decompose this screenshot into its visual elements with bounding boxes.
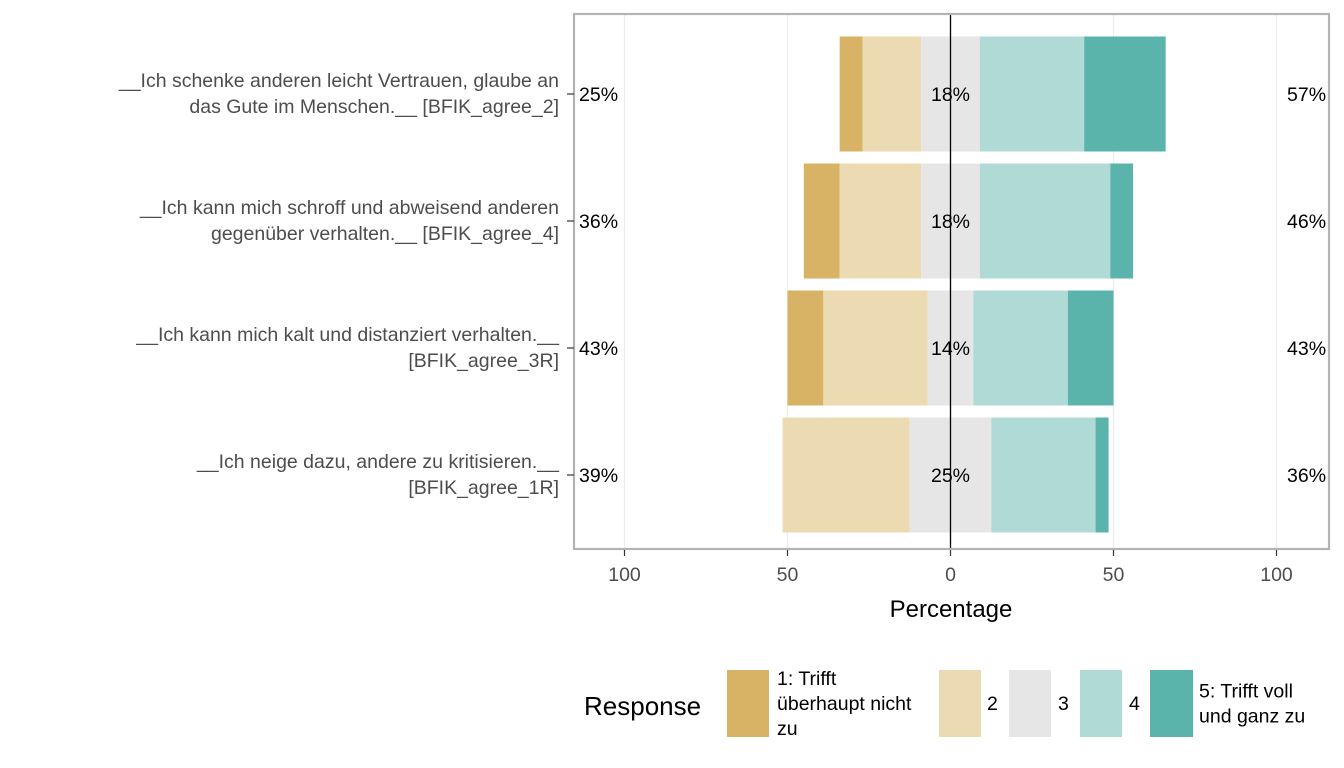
- bar-row3-level1: [787, 290, 824, 406]
- x-tick-label: 50: [1103, 564, 1125, 586]
- left-percent-label: 25%: [579, 84, 618, 106]
- legend-label-3: 3: [1058, 693, 1069, 715]
- right-percent-label: 46%: [1287, 211, 1326, 233]
- bar-row4-level5: [1095, 417, 1109, 533]
- legend-label-5: und ganz zu: [1199, 706, 1305, 728]
- bar-row4-level2: [782, 417, 910, 533]
- percent-labels: 25% 18% 57% 36% 18% 46% 43% 14% 43% 39% 25% 36%: [579, 84, 1326, 487]
- legend-title: Response: [584, 691, 701, 721]
- x-tick-label: 100: [1260, 564, 1293, 586]
- bar-row1-level1: [839, 36, 863, 152]
- legend-key-4: [1080, 670, 1122, 737]
- x-tick-label: 0: [945, 564, 956, 586]
- center-percent-label: 18%: [931, 84, 970, 106]
- bar-row1-level5: [1084, 36, 1166, 152]
- bar-row3-level2: [823, 290, 928, 406]
- bar-row1-level4: [979, 36, 1085, 152]
- x-axis-title: Percentage: [890, 596, 1013, 623]
- category-label-line: __Ich neige dazu, andere zu kritisieren.…: [196, 451, 560, 473]
- category-label-line: __Ich schenke anderen leicht Vertrauen, …: [118, 70, 559, 92]
- bar-row2-level4: [979, 163, 1111, 279]
- legend-label-1: 1: Trifft: [777, 668, 837, 690]
- bar-row2-level2: [839, 163, 922, 279]
- left-percent-label: 39%: [579, 465, 618, 487]
- category-label-line: __Ich kann mich schroff und abweisend an…: [139, 197, 559, 219]
- right-percent-label: 57%: [1287, 84, 1326, 106]
- bar-row3-level4: [973, 290, 1068, 406]
- center-percent-label: 18%: [931, 211, 970, 233]
- center-percent-label: 14%: [931, 338, 970, 360]
- right-percent-label: 43%: [1287, 338, 1326, 360]
- legend-label-1: überhaupt nicht: [777, 693, 912, 715]
- legend-label-1: zu: [777, 718, 798, 740]
- left-percent-label: 36%: [579, 211, 618, 233]
- bar-row3-level5: [1067, 290, 1114, 406]
- left-percent-label: 43%: [579, 338, 618, 360]
- x-tick-label: 100: [608, 564, 641, 586]
- category-label-line: das Gute im Menschen.__ [BFIK_agree_2]: [189, 96, 559, 118]
- y-axis-labels: __Ich schenke anderen leicht Vertrauen, …: [118, 70, 574, 499]
- category-label-line: [BFIK_agree_3R]: [408, 350, 559, 372]
- x-tick-label: 50: [777, 564, 799, 586]
- category-label-line: __Ich kann mich kalt und distanziert ver…: [135, 324, 560, 346]
- x-axis-ticks: 100 50 0 50 100: [608, 550, 1293, 586]
- right-percent-label: 36%: [1287, 465, 1326, 487]
- bar-row2-level1: [803, 163, 840, 279]
- legend-label-4: 4: [1129, 693, 1140, 715]
- panel-border: [572, 12, 1331, 551]
- bar-row1-level2: [862, 36, 922, 152]
- legend-key-3: [1009, 670, 1051, 737]
- legend-label-2: 2: [987, 693, 998, 715]
- bar-row4-level4: [991, 417, 1096, 533]
- category-label-line: gegenüber verhalten.__ [BFIK_agree_4]: [211, 223, 559, 245]
- center-percent-label: 25%: [931, 465, 970, 487]
- legend-key-2: [939, 670, 981, 737]
- plot-panel: [572, 12, 1331, 551]
- legend-key-1: [727, 670, 769, 737]
- legend-label-5: 5: Trifft voll: [1199, 681, 1293, 703]
- category-label-line: [BFIK_agree_1R]: [408, 477, 559, 499]
- bar-row2-level5: [1110, 163, 1134, 279]
- legend-key-5: [1150, 670, 1193, 737]
- legend: Response 1: Trifft überhaupt nicht zu 2 3 4 5:…: [584, 668, 1305, 740]
